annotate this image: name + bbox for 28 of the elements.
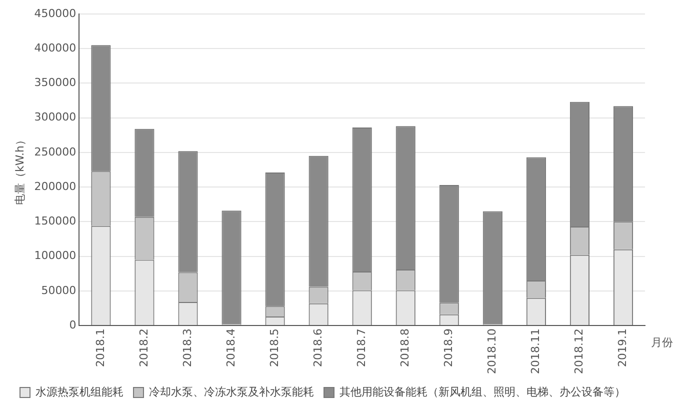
- x-tick-label: 2018.6: [311, 328, 324, 368]
- x-tick-label: 2019.1: [616, 328, 630, 368]
- y-tick-label: 150000: [34, 214, 76, 228]
- legend-label: 水源热泵机组能耗: [36, 385, 124, 398]
- y-tick-label: 50000: [41, 284, 76, 297]
- y-tick-label: 300000: [34, 110, 76, 124]
- y-tick-label: 250000: [34, 145, 76, 158]
- y-tick-label: 200000: [34, 180, 76, 193]
- x-tick-label: 2018.2: [137, 328, 150, 368]
- y-tick-label: 0: [69, 318, 76, 332]
- y-tick-label: 100000: [34, 249, 76, 262]
- x-tick-label: 2018.1: [94, 328, 107, 368]
- x-tick-label: 2018.8: [398, 328, 412, 368]
- legend-label: 其他用能设备能耗（新风机组、照明、电梯、办公设备等）: [340, 385, 626, 398]
- x-tick-label: 2018.10: [486, 328, 499, 374]
- x-tick-label: 2018.7: [354, 328, 368, 368]
- x-tick-label: 2018.9: [442, 328, 456, 368]
- legend-label: 冷却水泵、冷冻水泵及补水泵能耗: [149, 385, 314, 398]
- y-tick-label: 450000: [34, 6, 76, 20]
- x-tick-label: 2018.3: [180, 328, 194, 368]
- x-tick-label: 2018.4: [224, 328, 238, 368]
- x-tick-label: 2018.5: [268, 328, 281, 368]
- y-axis-title: 电量（kW.h）: [13, 134, 26, 205]
- y-tick-label: 400000: [34, 41, 76, 54]
- y-tick-label: 350000: [34, 76, 76, 90]
- x-tick-label: 2018.11: [529, 328, 542, 374]
- x-axis-title: 月份: [651, 336, 673, 349]
- x-tick-label: 2018.12: [572, 328, 586, 374]
